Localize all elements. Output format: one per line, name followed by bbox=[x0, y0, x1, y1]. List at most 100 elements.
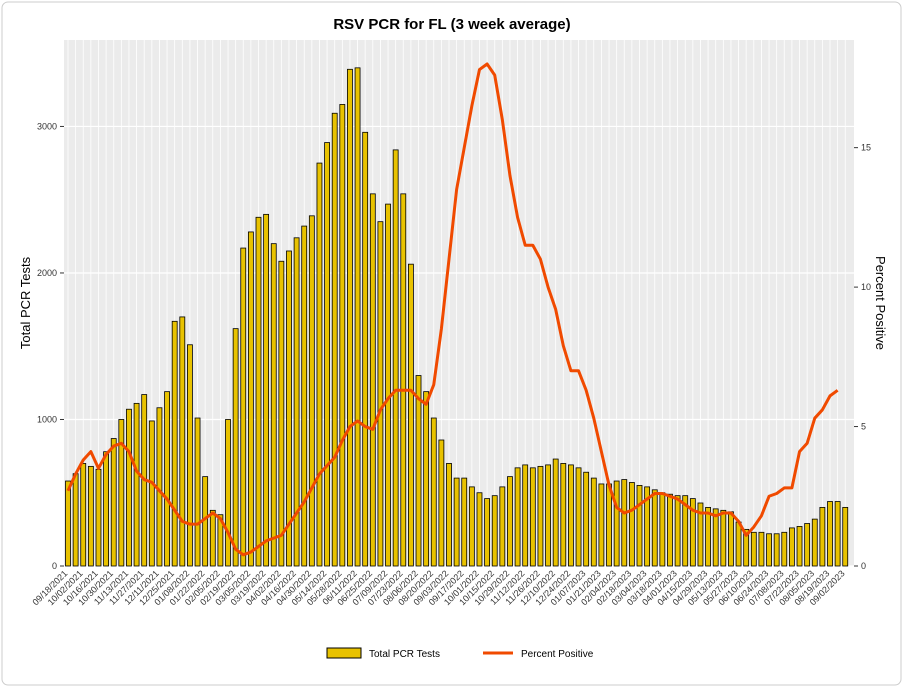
bar bbox=[126, 408, 132, 567]
bar bbox=[636, 485, 643, 567]
bar bbox=[514, 467, 521, 567]
bar bbox=[621, 479, 628, 567]
y-tick-label: 0 bbox=[52, 561, 57, 571]
bar bbox=[682, 495, 689, 567]
bar bbox=[735, 521, 742, 567]
bar bbox=[118, 419, 125, 567]
legend-label: Percent Positive bbox=[521, 649, 594, 660]
bar bbox=[80, 463, 87, 567]
bar bbox=[705, 506, 711, 567]
bar bbox=[232, 328, 239, 567]
bar bbox=[667, 493, 673, 567]
bar bbox=[286, 250, 292, 567]
bar bbox=[385, 203, 391, 567]
bar bbox=[247, 231, 254, 567]
bar bbox=[187, 344, 193, 567]
line-series bbox=[66, 62, 839, 557]
bar bbox=[499, 486, 506, 567]
bar bbox=[789, 527, 795, 567]
bar bbox=[225, 419, 231, 567]
bar bbox=[644, 486, 651, 567]
bar bbox=[750, 531, 757, 567]
bar bbox=[773, 533, 780, 567]
y2-tick-label: 15 bbox=[861, 143, 871, 153]
bar bbox=[468, 486, 475, 567]
chart-title: RSV PCR for FL (3 week average) bbox=[333, 16, 570, 33]
bar bbox=[796, 526, 803, 567]
bar bbox=[583, 471, 590, 567]
bar bbox=[689, 498, 696, 567]
bar bbox=[628, 482, 635, 567]
bar bbox=[369, 193, 376, 567]
bar bbox=[568, 464, 574, 567]
bar bbox=[819, 506, 826, 567]
y2-axis-title: Percent Positive bbox=[873, 256, 888, 350]
bar bbox=[87, 465, 94, 567]
bar bbox=[545, 464, 551, 567]
bar bbox=[590, 477, 597, 567]
y2-tick-label: 10 bbox=[861, 282, 871, 292]
bar bbox=[606, 483, 612, 567]
bar bbox=[446, 463, 452, 567]
bar bbox=[347, 68, 353, 567]
bar bbox=[270, 243, 277, 567]
bar bbox=[209, 509, 216, 567]
bar bbox=[827, 501, 833, 567]
bar bbox=[171, 320, 178, 567]
bar bbox=[552, 458, 559, 567]
bar bbox=[560, 463, 567, 567]
bar bbox=[842, 506, 849, 567]
bar bbox=[148, 420, 155, 567]
bar bbox=[362, 131, 369, 567]
bar bbox=[65, 480, 71, 567]
bar bbox=[316, 162, 323, 567]
bar bbox=[598, 483, 605, 567]
bar bbox=[728, 511, 734, 567]
bar bbox=[72, 473, 79, 567]
bar bbox=[293, 237, 300, 567]
bar bbox=[758, 531, 765, 567]
bar bbox=[354, 67, 361, 567]
bar bbox=[423, 391, 430, 567]
y-tick-label: 1000 bbox=[37, 414, 57, 424]
bar bbox=[575, 467, 582, 567]
bar bbox=[484, 498, 491, 567]
bar bbox=[834, 501, 841, 567]
bar bbox=[476, 492, 483, 567]
bar bbox=[331, 112, 338, 567]
bar bbox=[697, 502, 704, 567]
bar bbox=[407, 263, 414, 567]
bar bbox=[278, 260, 285, 567]
bar bbox=[712, 508, 719, 567]
bar bbox=[194, 417, 201, 567]
bar bbox=[415, 375, 422, 567]
bar bbox=[507, 476, 513, 567]
bar bbox=[95, 468, 102, 567]
bar bbox=[537, 465, 544, 567]
bar bbox=[133, 402, 140, 567]
bar bbox=[804, 523, 811, 567]
y-tick-label: 3000 bbox=[37, 121, 57, 131]
bar bbox=[392, 149, 399, 567]
bar bbox=[324, 142, 330, 567]
bar bbox=[522, 464, 529, 567]
bar bbox=[377, 221, 384, 567]
y2-tick-label: 5 bbox=[861, 422, 866, 432]
bar bbox=[811, 518, 818, 567]
bar bbox=[164, 391, 170, 567]
bar bbox=[781, 531, 788, 567]
bar bbox=[263, 213, 270, 567]
bar bbox=[400, 193, 407, 567]
bar bbox=[103, 451, 109, 567]
bar bbox=[659, 492, 666, 567]
bar bbox=[217, 514, 224, 567]
bar bbox=[240, 247, 247, 567]
y-axis-title: Total PCR Tests bbox=[18, 256, 33, 349]
y-tick-label: 2000 bbox=[37, 268, 57, 278]
y2-tick-label: 0 bbox=[861, 561, 866, 571]
bar bbox=[529, 467, 536, 567]
bar bbox=[179, 316, 186, 567]
bar bbox=[339, 104, 346, 567]
bar bbox=[110, 438, 117, 567]
